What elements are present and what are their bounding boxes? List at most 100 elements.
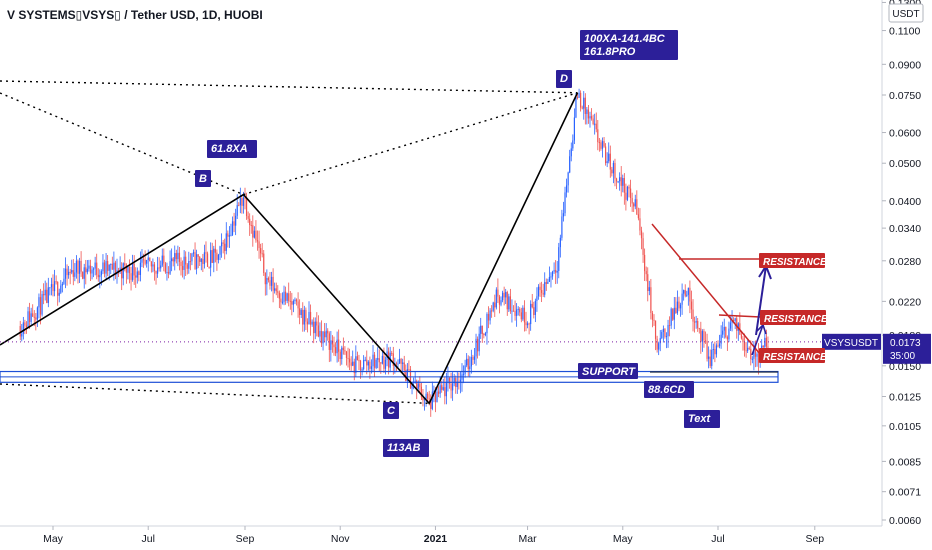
candle-body bbox=[391, 352, 393, 354]
ratio-cd-tag[interactable] bbox=[644, 381, 694, 398]
candle-body bbox=[228, 235, 230, 237]
candle-body bbox=[171, 258, 173, 262]
candle-body bbox=[236, 205, 238, 216]
point-b-tag[interactable] bbox=[195, 170, 211, 187]
candle-body bbox=[392, 353, 394, 366]
candle-body bbox=[572, 140, 574, 149]
candle-body bbox=[409, 369, 412, 389]
candle-body bbox=[33, 316, 35, 318]
candle-body bbox=[608, 153, 610, 162]
text-tag[interactable] bbox=[684, 410, 720, 428]
candle-body bbox=[742, 338, 744, 343]
candle-body bbox=[706, 341, 708, 359]
dotted-bd[interactable] bbox=[243, 92, 578, 196]
point-d-tag[interactable] bbox=[556, 70, 572, 88]
dotted-xb[interactable] bbox=[0, 92, 244, 196]
candle-body bbox=[484, 333, 487, 336]
candle-body bbox=[244, 197, 246, 199]
currency-badge[interactable] bbox=[888, 3, 924, 23]
candle-body bbox=[320, 330, 323, 344]
candle-body bbox=[503, 292, 505, 298]
candle-body bbox=[99, 275, 101, 278]
point-c-tag[interactable] bbox=[383, 402, 399, 419]
candle-body bbox=[210, 250, 212, 268]
candle-body bbox=[531, 303, 533, 308]
candle-body bbox=[570, 148, 572, 157]
candle-body bbox=[342, 347, 344, 351]
candle-body bbox=[295, 299, 298, 302]
candle-body bbox=[135, 275, 137, 278]
candle-body bbox=[692, 309, 694, 322]
resistance-tag-mid[interactable] bbox=[760, 310, 826, 325]
dotted-xc[interactable] bbox=[0, 383, 430, 405]
candle-body bbox=[480, 325, 482, 334]
price-tick-label: 0.0400 bbox=[889, 196, 921, 208]
candle-body bbox=[364, 359, 366, 361]
candle-body bbox=[350, 362, 352, 366]
candle-body bbox=[66, 268, 68, 276]
candle-body bbox=[544, 282, 546, 295]
candle-body bbox=[69, 271, 71, 273]
candle-body bbox=[703, 331, 705, 341]
candle-body bbox=[469, 366, 471, 370]
candle-body bbox=[662, 328, 664, 333]
candle-body bbox=[275, 288, 277, 292]
candle-body bbox=[711, 349, 713, 366]
candle-body bbox=[180, 261, 182, 266]
candle-body bbox=[748, 347, 750, 349]
resistance-tag-top[interactable] bbox=[759, 253, 825, 268]
candle-body bbox=[108, 264, 110, 271]
pattern-legs[interactable] bbox=[0, 92, 579, 405]
candle-body bbox=[238, 205, 240, 207]
candle-body bbox=[216, 252, 218, 260]
resistance-trendline[interactable] bbox=[651, 223, 761, 355]
candle-body bbox=[189, 261, 191, 263]
candle-body bbox=[167, 271, 170, 274]
last-price-label: 0.0173 bbox=[890, 338, 921, 349]
candle-body bbox=[77, 260, 79, 274]
resistance-tag-low[interactable] bbox=[759, 348, 825, 363]
candle-body bbox=[305, 309, 307, 322]
candle-body bbox=[114, 262, 117, 275]
candle-body bbox=[22, 322, 24, 334]
candle-body bbox=[583, 97, 585, 109]
candle-body bbox=[206, 253, 209, 267]
ratio-c-tag-label: 113AB bbox=[387, 442, 420, 454]
candle-body bbox=[522, 307, 524, 320]
candle-body bbox=[576, 97, 579, 99]
candle-body bbox=[308, 311, 310, 325]
time-tick-label: Mar bbox=[519, 533, 538, 545]
ratio-d-tag[interactable] bbox=[580, 30, 678, 60]
candle-body bbox=[203, 252, 206, 265]
candle-body bbox=[288, 293, 290, 301]
dotted-xd[interactable] bbox=[0, 80, 578, 94]
candle-body bbox=[647, 274, 649, 292]
candle-body bbox=[628, 186, 630, 189]
candle-body bbox=[756, 353, 758, 357]
ratio-c-tag[interactable] bbox=[383, 439, 429, 457]
ratio-b-tag[interactable] bbox=[207, 140, 257, 158]
candle-body bbox=[138, 271, 140, 275]
candle-body bbox=[650, 287, 652, 313]
candle-body bbox=[250, 224, 252, 226]
candle-body bbox=[448, 377, 451, 384]
candle-body bbox=[590, 116, 593, 119]
candle-body bbox=[764, 337, 766, 347]
candle-body bbox=[673, 307, 675, 320]
candle-body bbox=[266, 277, 268, 285]
candle-body bbox=[85, 267, 87, 273]
support-tag[interactable] bbox=[578, 363, 638, 379]
candle-body bbox=[214, 248, 216, 253]
candle-body bbox=[575, 97, 577, 118]
candle-body bbox=[113, 262, 115, 270]
candle-body bbox=[63, 278, 65, 284]
candle-body bbox=[751, 358, 753, 360]
candle-body bbox=[494, 302, 496, 308]
candle-body bbox=[442, 387, 444, 390]
candle-body bbox=[654, 320, 657, 339]
candle-body bbox=[281, 301, 284, 303]
candle-body bbox=[292, 301, 294, 305]
candle-body bbox=[626, 186, 629, 200]
candle-body bbox=[341, 347, 343, 360]
